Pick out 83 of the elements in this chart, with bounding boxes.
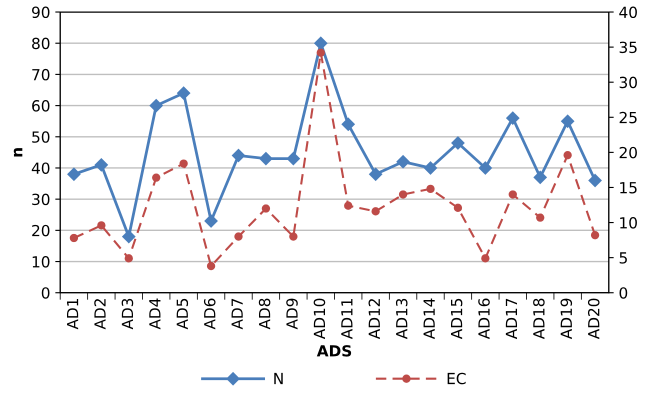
point xyxy=(316,48,325,57)
point xyxy=(344,202,352,210)
x-tick-label: AD16 xyxy=(478,298,490,340)
y-tick-label: 90 xyxy=(32,6,50,18)
point xyxy=(588,174,602,188)
point xyxy=(426,184,435,194)
point xyxy=(122,230,136,244)
x-tick-label: AD14 xyxy=(424,298,435,340)
point xyxy=(314,36,328,50)
point xyxy=(454,204,462,212)
y-tick-label: 0 xyxy=(42,287,50,299)
point xyxy=(590,231,600,240)
point xyxy=(289,232,298,241)
point xyxy=(396,155,410,168)
legend-label: N xyxy=(274,372,283,384)
y-tick-label: 40 xyxy=(32,162,50,174)
point xyxy=(451,136,465,150)
point xyxy=(124,254,133,263)
point xyxy=(262,204,270,213)
x-tick-label: AD19 xyxy=(560,298,572,340)
point xyxy=(204,214,218,228)
point xyxy=(424,161,438,175)
y2-tick-label: 30 xyxy=(620,76,637,88)
x-tick-label: AD7 xyxy=(232,298,243,330)
x-tick-label: AD18 xyxy=(533,298,545,340)
y2-tick-label: 40 xyxy=(619,6,637,18)
point xyxy=(478,161,492,175)
point xyxy=(70,234,78,242)
x-tick-label: AD20 xyxy=(588,298,600,340)
point xyxy=(150,99,163,112)
point xyxy=(179,159,188,168)
point xyxy=(481,254,490,263)
y2-tick-label: 10 xyxy=(620,217,637,229)
point xyxy=(177,86,190,100)
y2-tick-label: 35 xyxy=(620,42,637,54)
point xyxy=(232,148,246,162)
point xyxy=(561,114,574,128)
point xyxy=(94,158,108,172)
x-tick-label: AD9 xyxy=(286,298,298,330)
point xyxy=(234,232,243,241)
y2-tick-label: 25 xyxy=(620,112,637,124)
point xyxy=(97,221,106,230)
y2-tick-label: 20 xyxy=(620,146,637,158)
point xyxy=(369,168,382,181)
point xyxy=(286,152,300,166)
point xyxy=(342,118,355,131)
x-tick-label: AD13 xyxy=(396,298,408,340)
x-tick-label: AD11 xyxy=(341,299,352,340)
y-axis-title: n xyxy=(14,148,22,157)
point xyxy=(506,111,520,125)
x-tick-label: AD12 xyxy=(368,299,380,340)
y2-tick-label: 15 xyxy=(620,182,637,194)
x-axis-title: ADS xyxy=(316,345,352,357)
y-tick-label: 10 xyxy=(32,256,50,268)
y-tick-label: 50 xyxy=(32,131,50,143)
point xyxy=(563,151,572,160)
point xyxy=(259,152,273,166)
point xyxy=(371,207,380,216)
point xyxy=(206,262,216,270)
y-tick-label: 80 xyxy=(32,38,50,50)
point xyxy=(398,190,408,199)
point xyxy=(152,173,160,182)
x-tick-label: AD17 xyxy=(506,298,518,340)
y2-tick-label: 0 xyxy=(620,287,628,299)
x-tick-label: AD10 xyxy=(314,298,326,340)
point xyxy=(536,213,544,222)
y2-tick-label: 5 xyxy=(620,252,627,264)
x-tick-label: AD8 xyxy=(258,298,270,330)
y-tick-label: 60 xyxy=(32,100,50,112)
y-tick-label: 30 xyxy=(32,194,50,206)
y-tick-label: 70 xyxy=(32,68,50,80)
legend-label: EC xyxy=(448,372,466,384)
point xyxy=(67,168,81,181)
x-tick-label: AD15 xyxy=(451,298,462,340)
x-tick-label: AD3 xyxy=(122,298,134,330)
x-tick-label: AD1 xyxy=(67,299,78,330)
y-tick-label: 20 xyxy=(32,224,50,236)
point xyxy=(534,170,547,184)
x-tick-label: AD6 xyxy=(204,298,216,330)
x-tick-label: AD5 xyxy=(176,298,188,330)
x-tick-label: AD2 xyxy=(94,299,106,330)
x-tick-label: AD4 xyxy=(149,298,160,330)
point xyxy=(508,190,517,199)
